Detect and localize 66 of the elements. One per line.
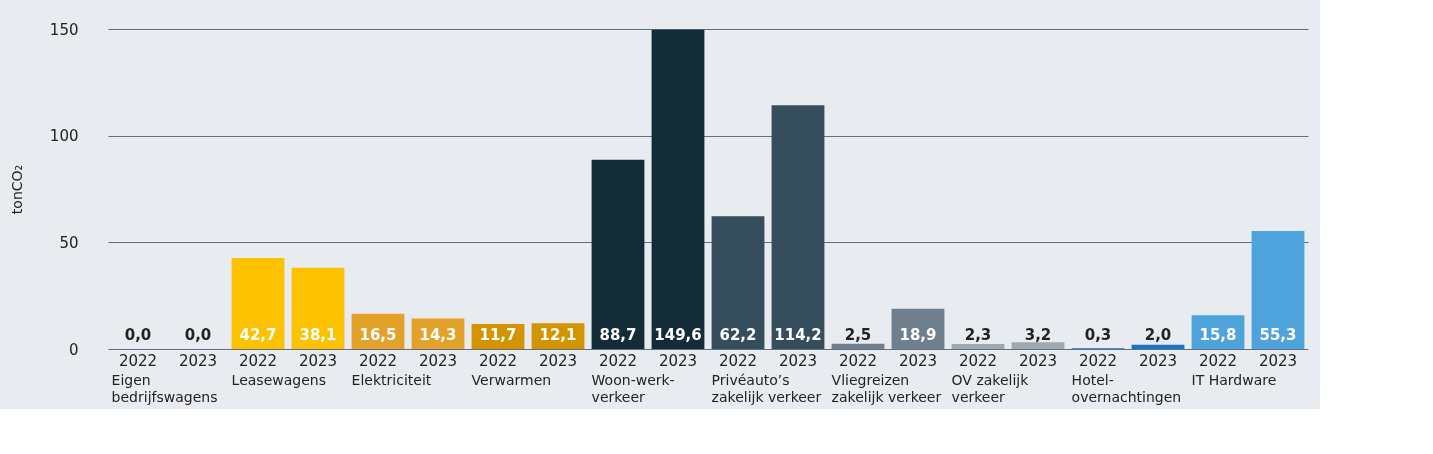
text: Woon-werk- verkeer [591,372,675,405]
bar [711,216,765,349]
data-label: 38,1 [299,326,337,344]
x-tick-label: 2023 [1138,351,1178,370]
text: IT Hardware [1191,372,1277,388]
text: Elektriciteit [351,372,432,388]
x-tick-label: 2023 [178,351,218,370]
data-label: 0,0 [124,326,152,344]
x-tick-label: 2022 [598,351,638,370]
bar [591,159,645,349]
x-tick-label: 2022 [718,351,758,370]
bar [771,105,825,349]
x-tick-label: 2023 [778,351,818,370]
data-label: 62,2 [719,326,757,344]
x-tick-label: 2022 [1078,351,1118,370]
data-label: 42,7 [239,326,277,344]
y-axis-title: tonCO₂ [8,164,25,215]
x-tick-label: 2022 [478,351,518,370]
data-label: 18,9 [899,326,937,344]
bar [1131,344,1185,349]
y-tick-label: 150 [49,20,79,39]
text: Hotel- overnachtingen [1071,372,1182,405]
bar [291,267,345,349]
text: OV zakelijk verkeer [951,372,1030,405]
x-tick-label: 2023 [298,351,338,370]
x-tick-label: 2023 [418,351,458,370]
y-tick-label: 50 [59,233,79,252]
y-tick-label: 100 [49,127,79,146]
data-label: 12,1 [539,326,577,344]
x-tick-label: 2022 [958,351,998,370]
data-label: 3,2 [1024,326,1052,344]
x-tick-label: 2023 [658,351,698,370]
text: Privéauto’s zakelijk verkeer [711,372,822,405]
x-tick-label: 2022 [118,351,158,370]
bar [651,29,705,349]
x-tick-label: 2022 [1198,351,1238,370]
x-tick-label: 2022 [358,351,398,370]
text: Vliegreizen zakelijk verkeer [831,372,942,405]
data-label: 0,3 [1084,326,1112,344]
x-tick-label: 2023 [538,351,578,370]
bar [1251,231,1305,349]
data-label: 2,0 [1144,326,1172,344]
x-tick-label: 2023 [1258,351,1298,370]
data-label: 88,7 [599,326,637,344]
text: Eigen bedrijfswagens [111,372,218,405]
bar [831,343,885,349]
bar [1011,342,1065,349]
text: Verwarmen [471,372,552,388]
bar [951,344,1005,349]
data-label: 0,0 [184,326,212,344]
data-label: 2,3 [964,326,992,344]
data-label: 16,5 [359,326,397,344]
data-label: 55,3 [1259,326,1297,344]
data-label: 2,5 [844,326,872,344]
text: Leasewagens [231,372,326,388]
data-label: 114,2 [774,326,822,344]
y-tick-label: 0 [68,340,79,359]
data-label: 14,3 [419,326,457,344]
x-tick-label: 2022 [838,351,878,370]
x-tick-label: 2023 [1018,351,1058,370]
x-tick-label: 2023 [898,351,938,370]
bar [231,257,285,349]
x-tick-label: 2022 [238,351,278,370]
data-label: 11,7 [479,326,517,344]
data-label: 15,8 [1199,326,1237,344]
data-label: 149,6 [654,326,702,344]
